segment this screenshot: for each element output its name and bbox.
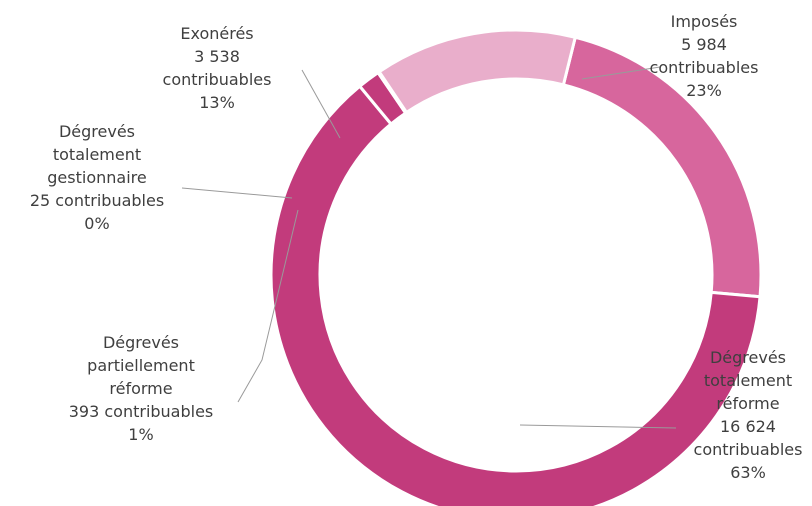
slice-label-line: Exonérés (180, 24, 253, 43)
slice-2 (269, 84, 762, 506)
slice-label-line: Dégrevés (710, 348, 786, 367)
leader-line-3 (237, 209, 299, 403)
slice-5 (377, 28, 578, 115)
slice-label-line: réforme (716, 394, 779, 413)
leader-line-2 (519, 424, 677, 429)
slice-label-line: Dégrevés (59, 122, 135, 141)
slice-label-line: 0% (84, 214, 109, 233)
leader-line-4 (181, 187, 293, 199)
slice-label-line: Imposés (671, 12, 738, 31)
slice-label-line: partiellement (87, 356, 195, 375)
slice-label-line: totalement (53, 145, 141, 164)
slice-label-line: 393 contribuables (69, 402, 214, 421)
slice-label-line: 1% (128, 425, 153, 444)
slice-label-line: totalement (704, 371, 792, 390)
slice-label-line: 3 538 (194, 47, 240, 66)
slice-label-5: Exonérés 3 538 contribuables 13% (163, 24, 272, 112)
slice-label-1: Imposés 5 984 contribuables 23% (650, 12, 759, 100)
leader-line-5 (301, 69, 341, 139)
donut-slices (269, 28, 763, 506)
slice-label-line: réforme (109, 379, 172, 398)
slice-label-line: 13% (199, 93, 235, 112)
slice-label-line: 16 624 (720, 417, 776, 436)
slice-label-line: Dégrevés (103, 333, 179, 352)
leader-lines (181, 66, 677, 429)
slice-label-line: 63% (730, 463, 766, 482)
slice-labels: Imposés 5 984 contribuables 23% Dégrevés tota… (30, 12, 803, 482)
slice-label-line: 23% (686, 81, 722, 100)
slice-label-line: 5 984 (681, 35, 727, 54)
slice-label-line: contribuables (694, 440, 803, 459)
slice-label-4: Dégrevés totalement gestionnaire 25 contrib… (30, 122, 164, 233)
slice-label-line: 25 contribuables (30, 191, 164, 210)
slice-label-line: contribuables (650, 58, 759, 77)
slice-label-2: Dégrevés totalement réforme 16 624 contribua… (694, 348, 803, 482)
leader-line-1 (581, 66, 661, 80)
slice-label-line: gestionnaire (47, 168, 146, 187)
slice-label-line: contribuables (163, 70, 272, 89)
slice-label-3: Dégrevés partiellement réforme 393 contribu… (69, 333, 214, 444)
